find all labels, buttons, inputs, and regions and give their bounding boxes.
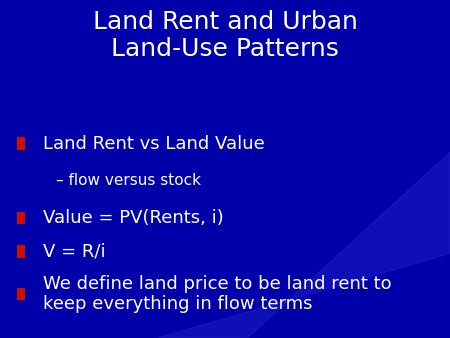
FancyBboxPatch shape: [17, 212, 25, 224]
FancyBboxPatch shape: [17, 288, 25, 300]
Text: Land Rent vs Land Value: Land Rent vs Land Value: [43, 135, 265, 153]
Text: – flow versus stock: – flow versus stock: [56, 173, 201, 188]
FancyBboxPatch shape: [17, 137, 25, 150]
Text: Value = PV(Rents, i): Value = PV(Rents, i): [43, 209, 224, 227]
Text: V = R/i: V = R/i: [43, 243, 105, 261]
Polygon shape: [158, 152, 450, 338]
Text: Land Rent and Urban
Land-Use Patterns: Land Rent and Urban Land-Use Patterns: [93, 10, 357, 61]
Text: We define land price to be land rent to
keep everything in flow terms: We define land price to be land rent to …: [43, 275, 392, 313]
FancyBboxPatch shape: [17, 245, 25, 258]
